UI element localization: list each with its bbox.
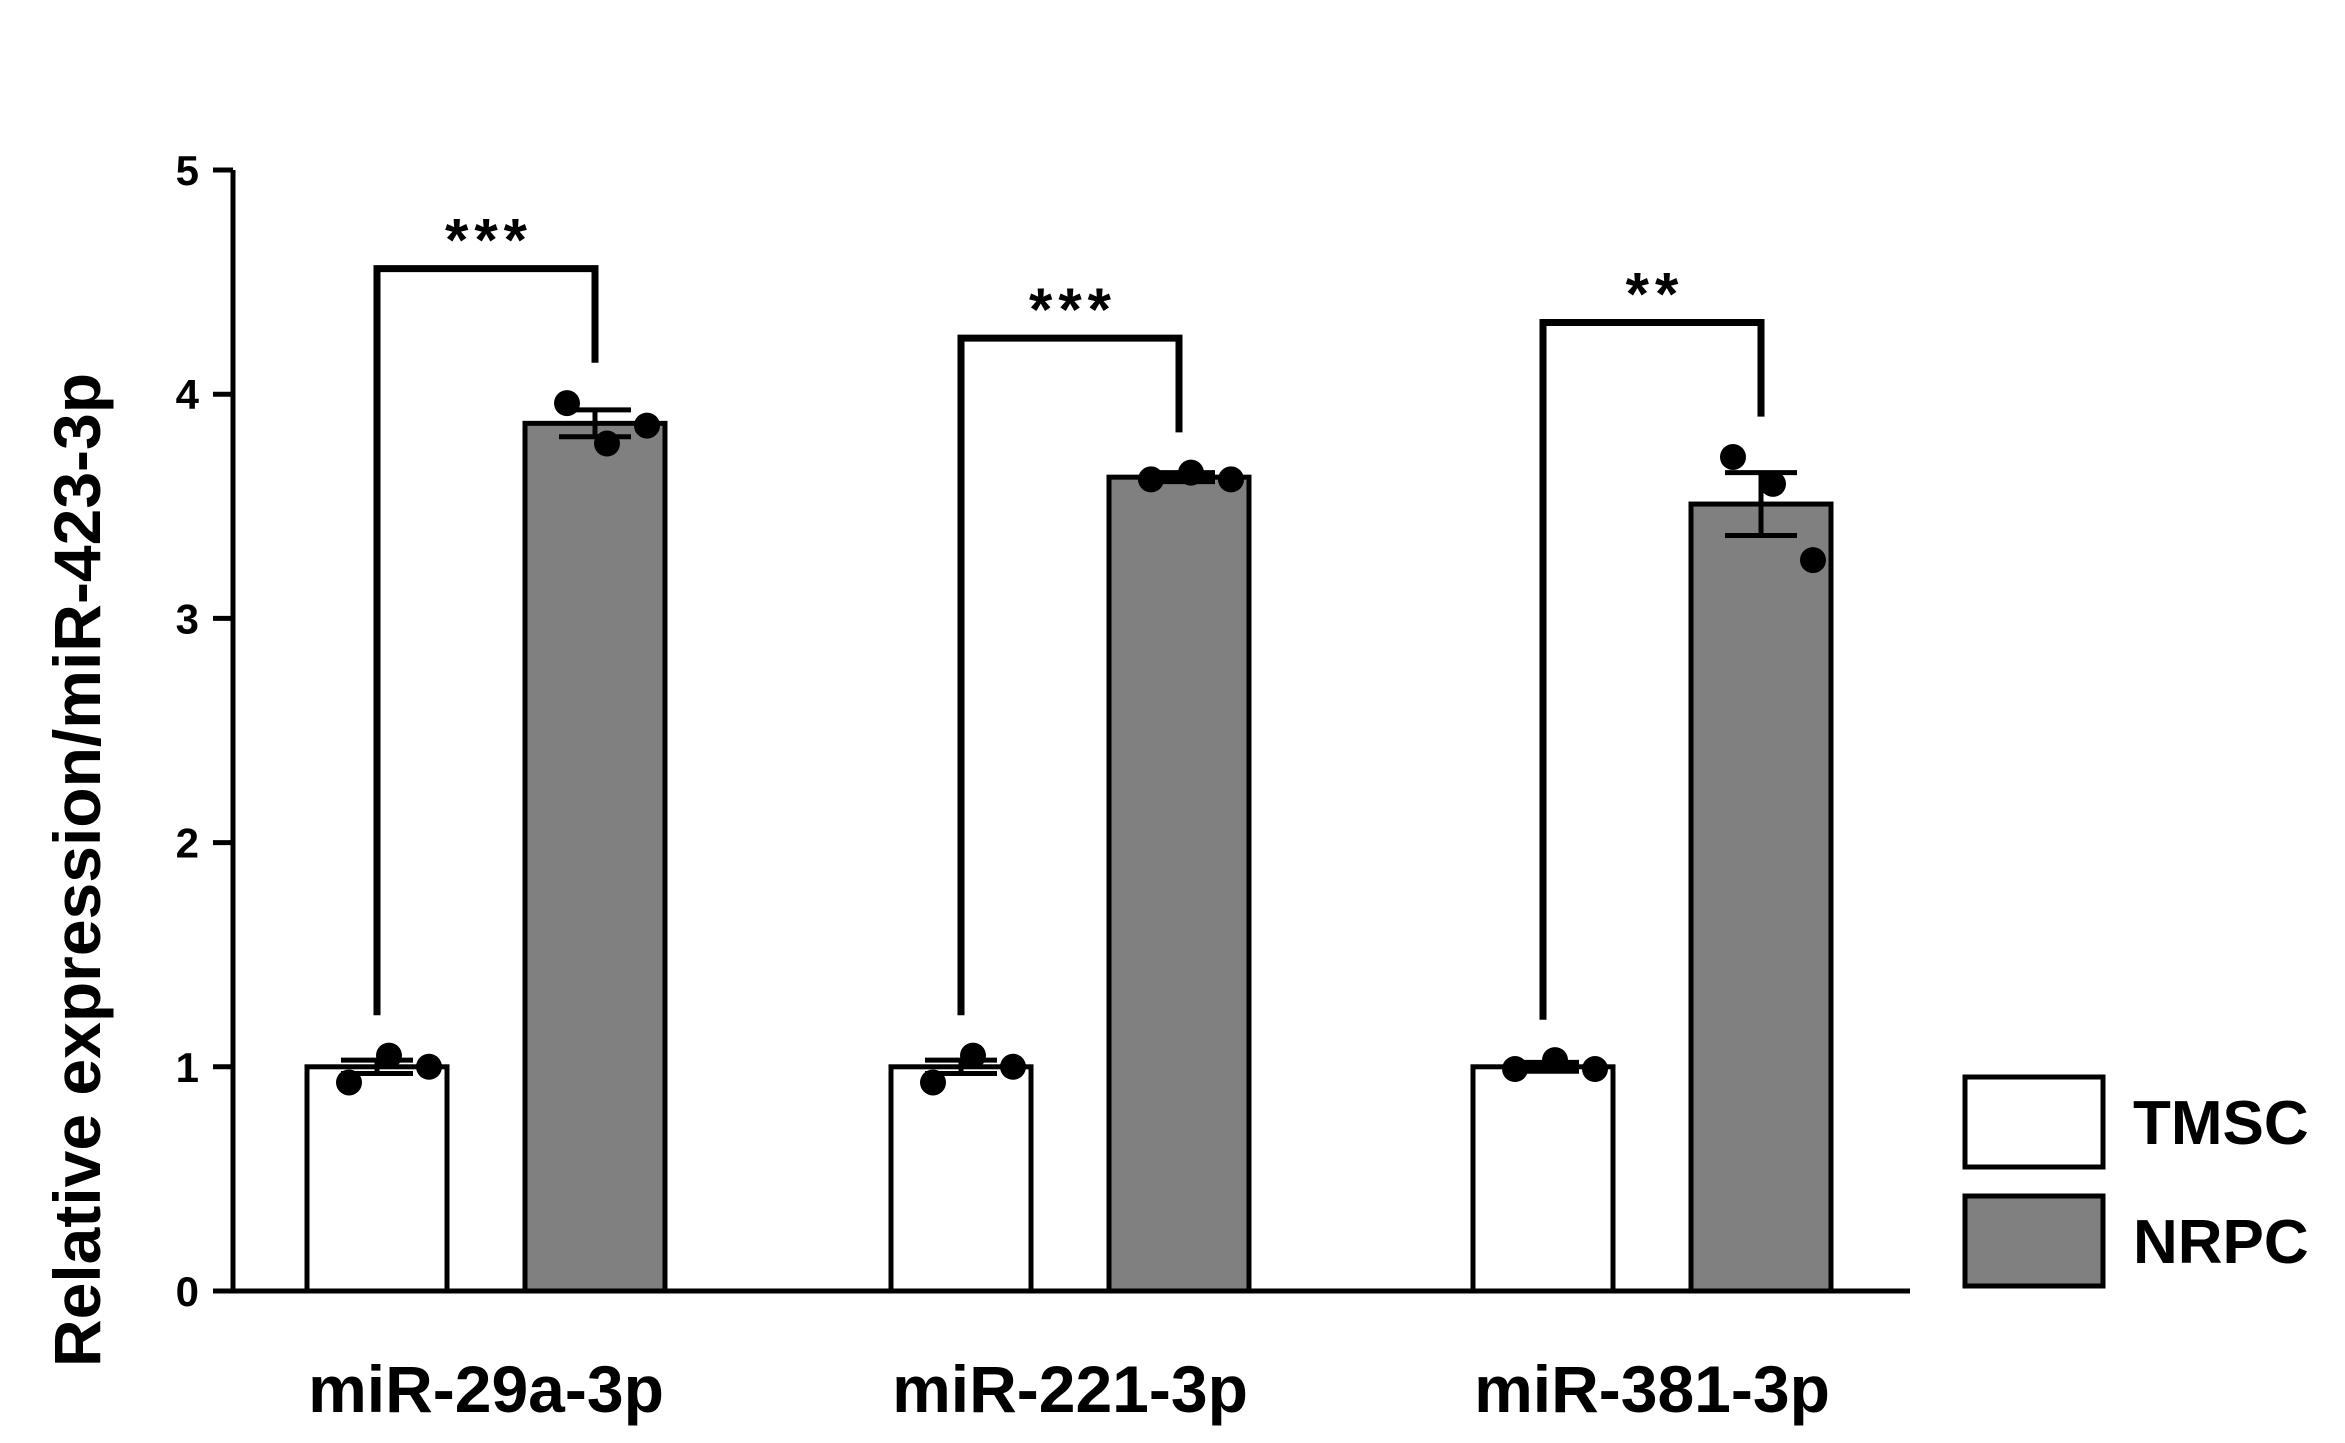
data-point (1800, 547, 1826, 574)
data-point (594, 430, 620, 457)
legend-swatch-tmsc (1962, 1074, 2106, 1170)
data-point (634, 412, 660, 439)
data-point (1542, 1047, 1568, 1074)
x-tick-label: miR-221-3p (892, 1352, 1248, 1426)
y-axis-title: Relative expression/miR-423-3p (40, 373, 114, 1367)
y-tick-label: 1 (176, 1044, 199, 1091)
significance-bracket (957, 334, 1183, 1016)
data-point (1138, 466, 1164, 493)
significance-label: ** (1626, 260, 1685, 327)
data-point (1582, 1056, 1608, 1083)
significance-bracket (1539, 318, 1765, 1020)
data-points (336, 390, 1826, 1096)
y-tick-label: 3 (176, 595, 199, 642)
y-axis-title-group: Relative expression/miR-423-3p (40, 373, 114, 1367)
x-tick-label: miR-381-3p (1474, 1352, 1830, 1426)
data-point (416, 1053, 442, 1080)
y-tick-label: 2 (176, 820, 199, 867)
data-point (376, 1042, 402, 1069)
significance-bracket (373, 265, 599, 1016)
bar-nrpc (1688, 501, 1834, 1294)
x-tick-label: miR-29a-3p (308, 1352, 664, 1426)
significance-brackets: ****** ** (373, 207, 1765, 1020)
x-tick-labels: miR-29a-3p miR-221-3p miR-381-3p (308, 1352, 1830, 1426)
data-point (920, 1069, 946, 1096)
data-point (1720, 443, 1746, 470)
legend: TMSC NRPC (1962, 1074, 2309, 1289)
significance-label: *** (445, 207, 533, 274)
data-point (1760, 470, 1786, 497)
bar-tmsc (888, 1064, 1034, 1294)
bar-nrpc (1106, 474, 1252, 1294)
data-point (1000, 1053, 1026, 1080)
y-tick-label: 5 (176, 147, 199, 194)
data-point (336, 1069, 362, 1096)
bar-tmsc (1470, 1064, 1616, 1294)
y-tick-label: 4 (176, 371, 200, 418)
data-point (554, 390, 580, 417)
axes: 0 1 2 3 4 5 (176, 147, 1910, 1315)
data-point (1178, 459, 1204, 486)
legend-swatch-nrpc (1962, 1193, 2106, 1289)
bar-tmsc (304, 1064, 450, 1294)
y-tick-label: 0 (176, 1268, 199, 1315)
legend-label-tmsc: TMSC (2133, 1089, 2309, 1158)
data-point (960, 1042, 986, 1069)
data-point (1218, 466, 1244, 493)
bar-nrpc (522, 420, 668, 1294)
legend-label-nrpc: NRPC (2133, 1208, 2309, 1277)
bars (304, 420, 1834, 1294)
significance-label: *** (1029, 276, 1117, 343)
data-point (1502, 1056, 1528, 1083)
